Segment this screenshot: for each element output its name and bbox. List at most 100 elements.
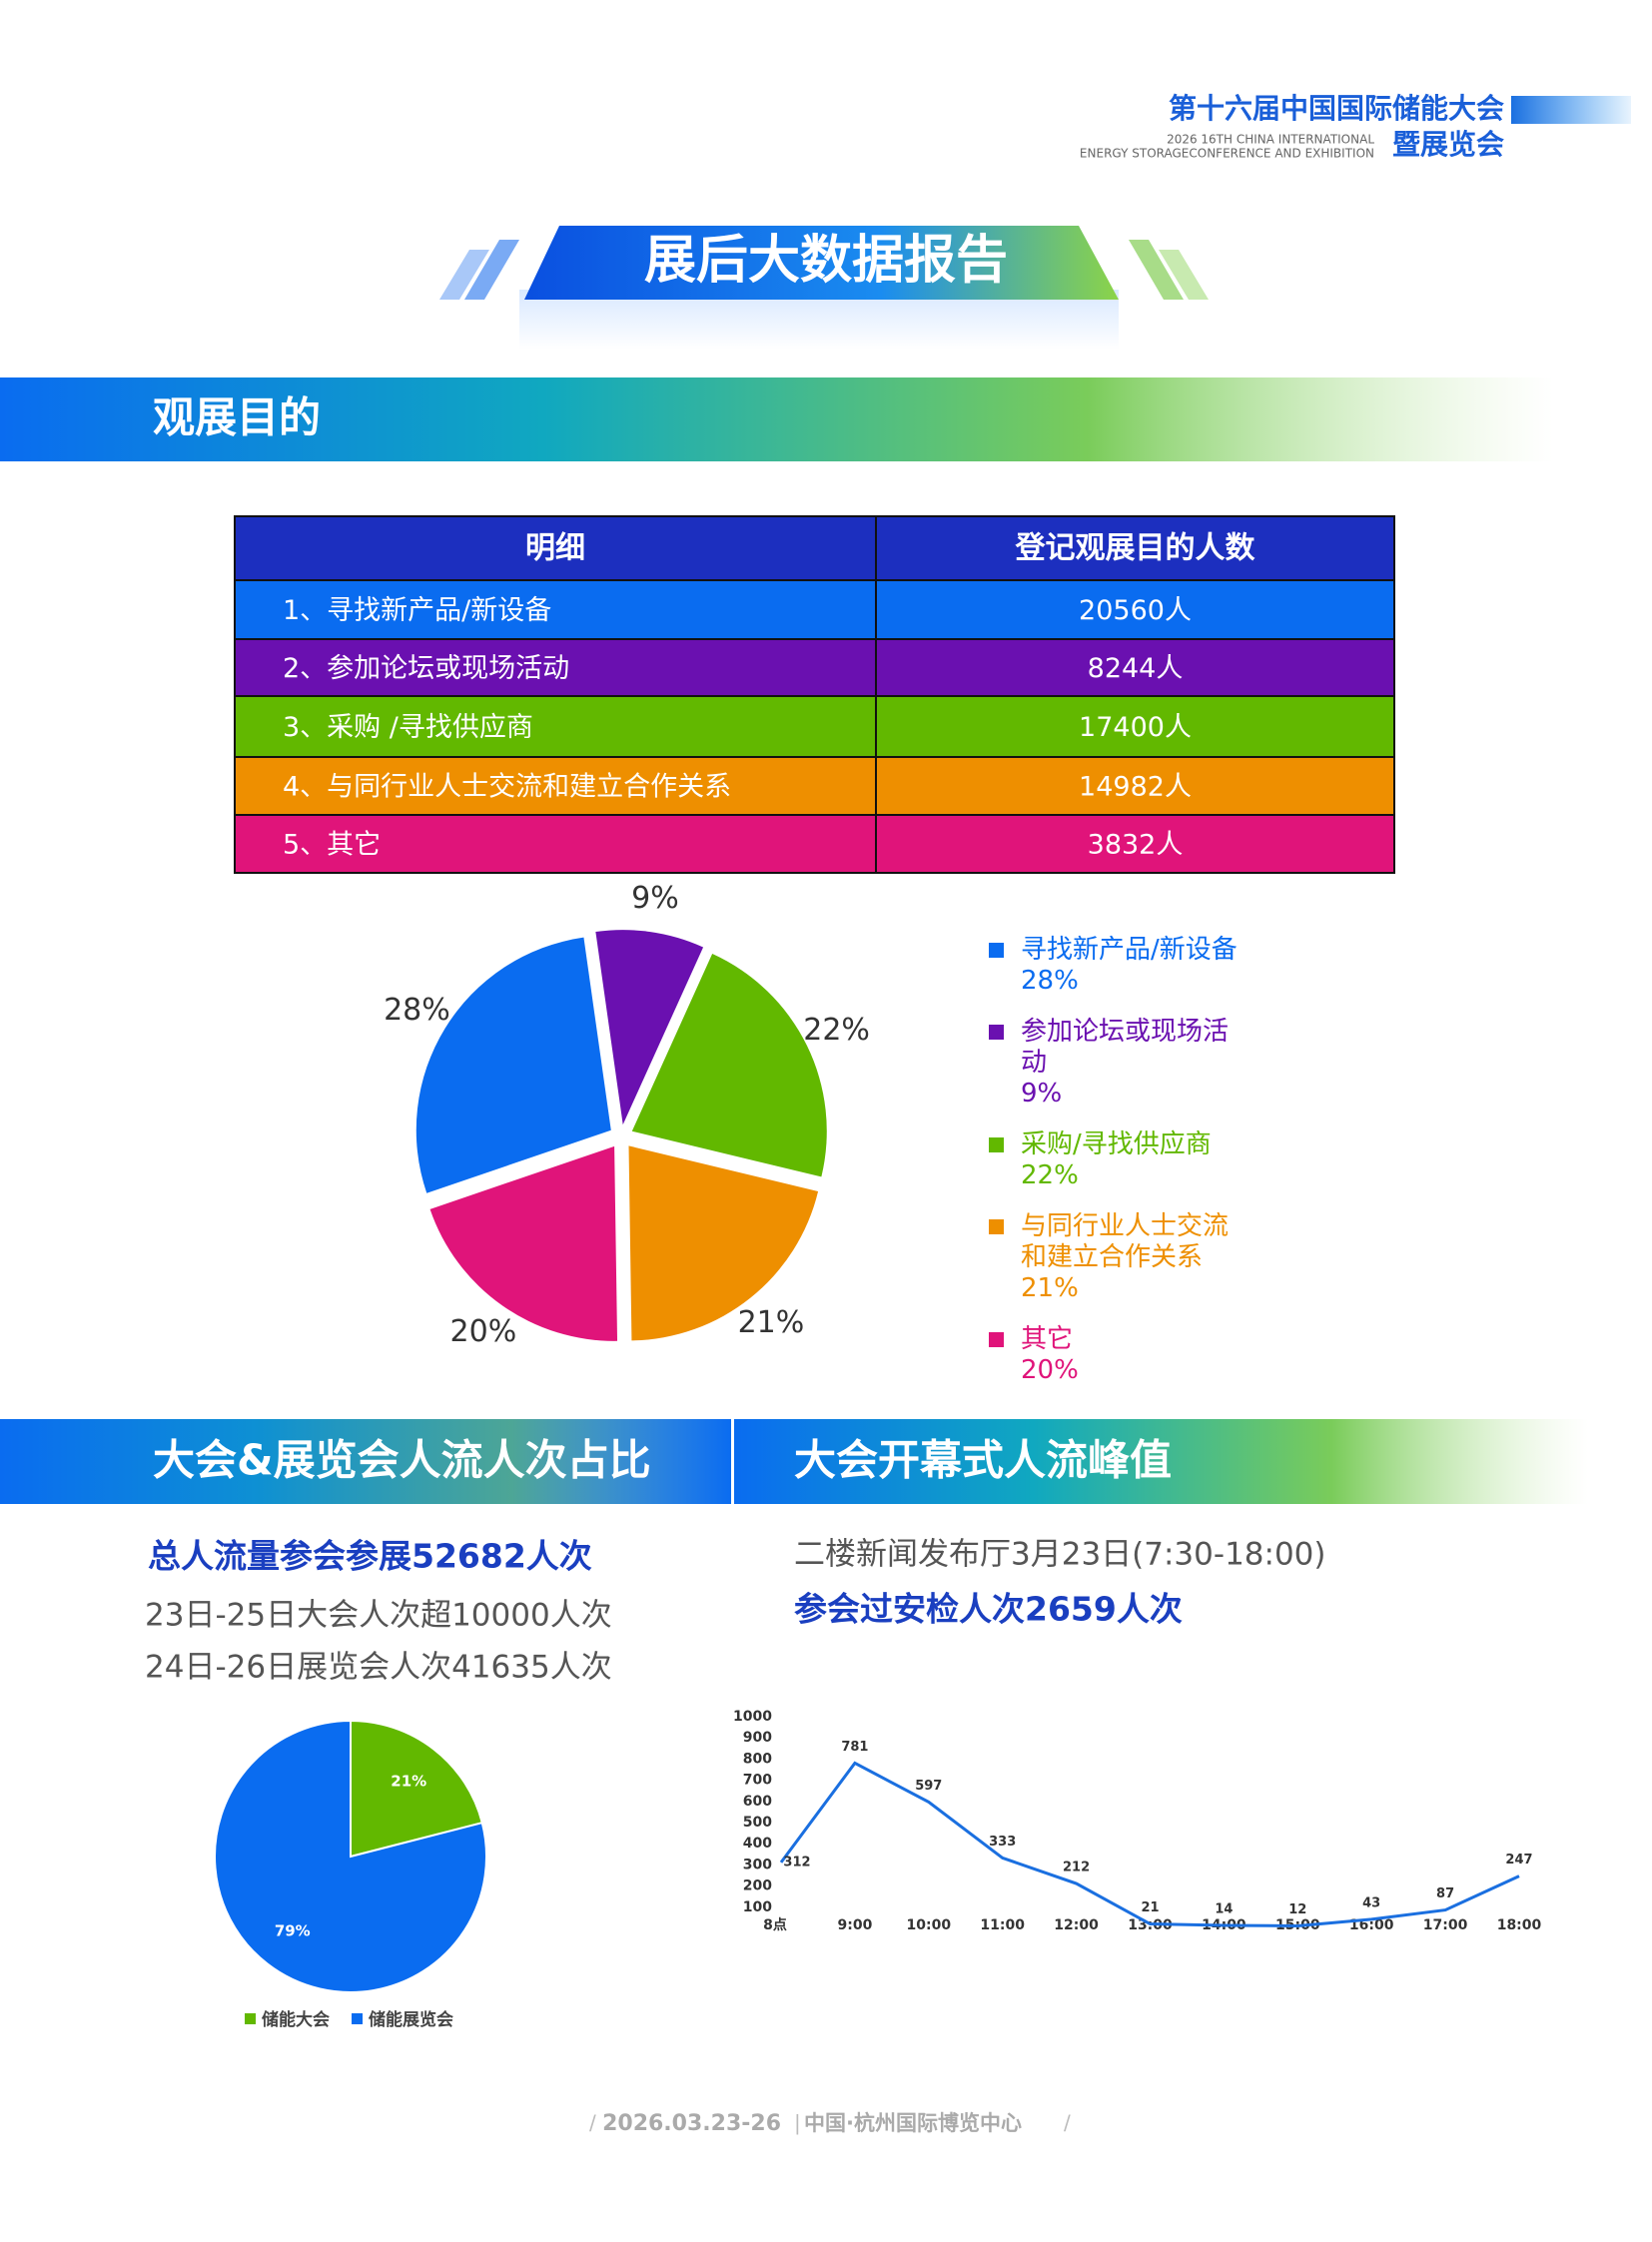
header-title: 暨展览会 bbox=[1392, 128, 1504, 161]
legend-swatch bbox=[352, 2013, 363, 2024]
y-tick-label: 400 bbox=[743, 1836, 772, 1852]
legend-label: 与同行业人士交流和建立合作关系 bbox=[1021, 1211, 1230, 1272]
legend-value: 20% bbox=[1021, 1355, 1079, 1385]
slice-label: 28% bbox=[384, 993, 450, 1028]
data-label: 21 bbox=[1141, 1900, 1159, 1915]
legend-swatch bbox=[989, 1219, 1004, 1234]
deco bbox=[464, 240, 519, 300]
slice-label: 79% bbox=[275, 1922, 311, 1940]
x-tick-label: 10:00 bbox=[907, 1917, 952, 1933]
deco bbox=[1129, 240, 1184, 300]
legend-label: 采购/寻找供应商 bbox=[1021, 1129, 1212, 1159]
info-text: 23日-25日大会人次超10000人次 bbox=[145, 1598, 612, 1634]
y-tick-label: 300 bbox=[743, 1857, 772, 1872]
data-label: 14 bbox=[1215, 1902, 1233, 1917]
slice-label: 21% bbox=[391, 1772, 426, 1790]
slice-label: 21% bbox=[738, 1305, 805, 1340]
header-title: 第十六届中国国际储能大会 bbox=[1169, 92, 1504, 125]
x-tick-label: 8点 bbox=[763, 1916, 787, 1933]
legend-value: 22% bbox=[1021, 1160, 1079, 1190]
data-label: 12 bbox=[1288, 1902, 1306, 1917]
legend-item: 参加论坛或现场活动 9% bbox=[989, 1017, 1239, 1110]
legend-label: 储能展览会 bbox=[369, 2009, 453, 2030]
deco bbox=[1159, 250, 1209, 300]
line bbox=[779, 1761, 1520, 1927]
x-tick-label: 11:00 bbox=[980, 1917, 1025, 1933]
slice-label: 20% bbox=[450, 1314, 517, 1349]
slice-label: 22% bbox=[803, 1013, 870, 1048]
cell: 3832人 bbox=[1088, 830, 1184, 861]
slice-label: 9% bbox=[631, 881, 679, 916]
data-label: 87 bbox=[1436, 1886, 1454, 1901]
legend-swatch bbox=[989, 943, 1004, 958]
data-label: 781 bbox=[841, 1740, 868, 1755]
section-title: 大会&展览会人流人次占比 bbox=[153, 1436, 651, 1485]
y-tick-label: 1000 bbox=[733, 1709, 772, 1725]
legend-swatch bbox=[989, 1332, 1004, 1347]
info-text: 24日-26日展览会人次41635人次 bbox=[145, 1650, 612, 1686]
y-tick-label: 800 bbox=[743, 1751, 772, 1767]
deco: / bbox=[589, 2111, 596, 2135]
legend-item: 寻找新产品/新设备 28% bbox=[989, 935, 1239, 997]
section-bar bbox=[0, 377, 1553, 461]
x-tick-label: 18:00 bbox=[1497, 1917, 1542, 1933]
legend-value: 28% bbox=[1021, 966, 1079, 996]
column-header: 明细 bbox=[525, 531, 585, 566]
section-bar bbox=[0, 1419, 731, 1504]
y-tick-label: 500 bbox=[743, 1815, 772, 1831]
pie-slice bbox=[429, 1145, 618, 1341]
cell: 8244人 bbox=[1088, 653, 1184, 684]
cell: 4、与同行业人士交流和建立合作关系 bbox=[283, 772, 731, 803]
data-label: 212 bbox=[1063, 1861, 1090, 1875]
deco bbox=[439, 250, 489, 300]
footer-dates: 2026.03.23-26 bbox=[602, 2111, 781, 2136]
cell: 1、寻找新产品/新设备 bbox=[283, 595, 551, 626]
y-tick-label: 900 bbox=[743, 1730, 772, 1746]
pie-slice bbox=[350, 1719, 483, 1859]
legend-item: 与同行业人士交流和建立合作关系 21% bbox=[989, 1211, 1239, 1304]
header-subtitle: ENERGY STORAGECONFERENCE AND EXHIBITION bbox=[1080, 147, 1374, 161]
y-tick-label: 600 bbox=[743, 1794, 772, 1810]
header-subtitle: 2026 16TH CHINA INTERNATIONAL bbox=[1167, 133, 1374, 147]
cell: 20560人 bbox=[1079, 595, 1192, 626]
column-header: 登记观展目的人数 bbox=[1015, 531, 1256, 566]
data-label: 333 bbox=[989, 1835, 1016, 1850]
section-title: 观展目的 bbox=[153, 393, 321, 442]
section-title: 大会开幕式人流峰值 bbox=[794, 1436, 1172, 1485]
total-text: 总人流量参会参展52682人次 bbox=[148, 1537, 592, 1576]
legend-label: 其它 bbox=[1021, 1324, 1074, 1354]
legend-label: 寻找新产品/新设备 bbox=[1021, 935, 1238, 965]
deco: / bbox=[1064, 2111, 1071, 2135]
pie-slice bbox=[631, 954, 827, 1177]
data-label: 597 bbox=[915, 1779, 942, 1794]
x-tick-label: 17:00 bbox=[1423, 1917, 1468, 1933]
header-bar bbox=[1511, 96, 1631, 124]
section-bar bbox=[734, 1419, 1588, 1504]
pie-slice bbox=[214, 1719, 487, 1993]
data-label: 247 bbox=[1505, 1853, 1532, 1868]
pie-slice bbox=[415, 937, 611, 1193]
table-row bbox=[234, 756, 1395, 816]
data-label: 43 bbox=[1362, 1895, 1380, 1910]
title-banner bbox=[524, 226, 1119, 300]
cell: 5、其它 bbox=[283, 830, 381, 861]
pie-slice bbox=[628, 1145, 819, 1341]
page-title: 展后大数据报告 bbox=[644, 231, 1008, 291]
legend-label: 参加论坛或现场活动 bbox=[1021, 1017, 1230, 1078]
table-header bbox=[234, 515, 1395, 581]
legend-value: 21% bbox=[1021, 1273, 1079, 1303]
cell: 3、采购 /寻找供应商 bbox=[283, 712, 533, 743]
cell: 17400人 bbox=[1079, 712, 1192, 743]
cell: 14982人 bbox=[1079, 772, 1192, 803]
legend-label: 储能大会 bbox=[262, 2009, 330, 2030]
footer-venue: 中国·杭州国际博览中心 bbox=[804, 2111, 1022, 2135]
cell: 2、参加论坛或现场活动 bbox=[283, 653, 569, 684]
legend-swatch bbox=[989, 1025, 1004, 1040]
legend: 寻找新产品/新设备 28% 参加论坛或现场活动 9% 采购/寻找供应商 22% 与同行业人士… bbox=[989, 935, 1239, 1406]
table-row bbox=[234, 814, 1395, 874]
y-tick-label: 100 bbox=[743, 1899, 772, 1915]
legend-swatch bbox=[989, 1137, 1004, 1152]
data-label: 312 bbox=[783, 1855, 810, 1869]
